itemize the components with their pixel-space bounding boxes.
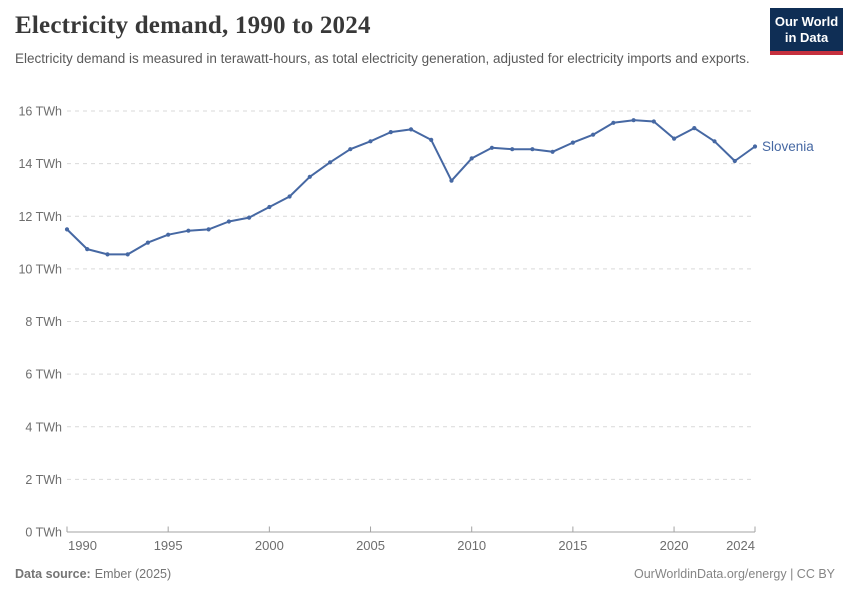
x-tick-label: 2000 (255, 538, 284, 553)
data-point[interactable] (328, 160, 333, 165)
data-point[interactable] (307, 174, 312, 179)
data-point[interactable] (611, 120, 616, 125)
x-tick-label: 2005 (356, 538, 385, 553)
x-tick-label: 2015 (558, 538, 587, 553)
data-point[interactable] (651, 119, 656, 124)
y-tick-label: 8 TWh (25, 315, 62, 329)
x-tick-label: 1995 (154, 538, 183, 553)
data-point[interactable] (570, 140, 576, 145)
x-tick-label: 2020 (660, 538, 689, 553)
data-point[interactable] (125, 252, 130, 257)
data-point[interactable] (166, 232, 171, 237)
y-tick-label: 2 TWh (25, 473, 62, 487)
data-point[interactable] (530, 147, 535, 152)
data-point[interactable] (429, 137, 434, 142)
data-point[interactable] (186, 228, 191, 233)
data-point[interactable] (348, 147, 353, 152)
data-source: Data source: Ember (2025) (15, 567, 171, 581)
data-point[interactable] (388, 130, 393, 135)
data-point[interactable] (469, 156, 474, 161)
y-tick-label: 10 TWh (18, 262, 62, 276)
x-tick-label: 2024 (726, 538, 755, 553)
data-point[interactable] (631, 118, 636, 123)
data-point[interactable] (510, 147, 515, 152)
owid-logo[interactable]: Our World in Data (770, 8, 843, 55)
data-point[interactable] (267, 204, 272, 210)
y-tick-label: 0 TWh (25, 526, 62, 540)
data-point[interactable] (64, 227, 70, 232)
y-tick-label: 4 TWh (25, 420, 62, 434)
data-point[interactable] (672, 136, 677, 141)
x-tick-label: 2010 (457, 538, 486, 553)
credit-link[interactable]: OurWorldinData.org/energy | CC BY (633, 567, 835, 581)
data-point[interactable] (226, 219, 231, 224)
y-tick-label: 16 TWh (18, 105, 62, 119)
data-point[interactable] (489, 145, 494, 150)
data-point[interactable] (449, 178, 454, 183)
data-source-label: Data source: (15, 567, 91, 581)
chart-subtitle: Electricity demand is measured in terawa… (15, 51, 750, 66)
data-point[interactable] (692, 126, 697, 131)
y-tick-label: 12 TWh (18, 210, 62, 224)
data-point[interactable] (408, 127, 414, 132)
chart-footer: Data source: Ember (2025) OurWorldinData.… (15, 567, 835, 581)
owid-logo-line1: Our World (774, 14, 839, 29)
y-tick-label: 14 TWh (18, 157, 62, 171)
y-tick-label: 6 TWh (25, 368, 62, 382)
data-point[interactable] (287, 194, 292, 199)
x-tick-label: 1990 (68, 538, 97, 553)
data-point[interactable] (368, 139, 373, 144)
data-point[interactable] (591, 132, 596, 137)
series-label-slovenia[interactable]: Slovenia (762, 139, 814, 154)
data-point[interactable] (145, 240, 150, 245)
owid-logo-line2: in Data (784, 30, 829, 45)
data-point[interactable] (85, 247, 90, 252)
data-point[interactable] (247, 215, 252, 220)
data-point[interactable] (752, 144, 758, 149)
data-point[interactable] (712, 139, 717, 144)
data-point[interactable] (732, 158, 737, 164)
page-title: Electricity demand, 1990 to 2024 (15, 12, 371, 39)
chart-header: Electricity demand, 1990 to 2024 Electri… (15, 12, 765, 68)
data-point[interactable] (550, 149, 555, 154)
data-source-value[interactable]: Ember (2025) (94, 567, 172, 581)
data-point[interactable] (206, 227, 211, 232)
data-point[interactable] (105, 252, 110, 257)
